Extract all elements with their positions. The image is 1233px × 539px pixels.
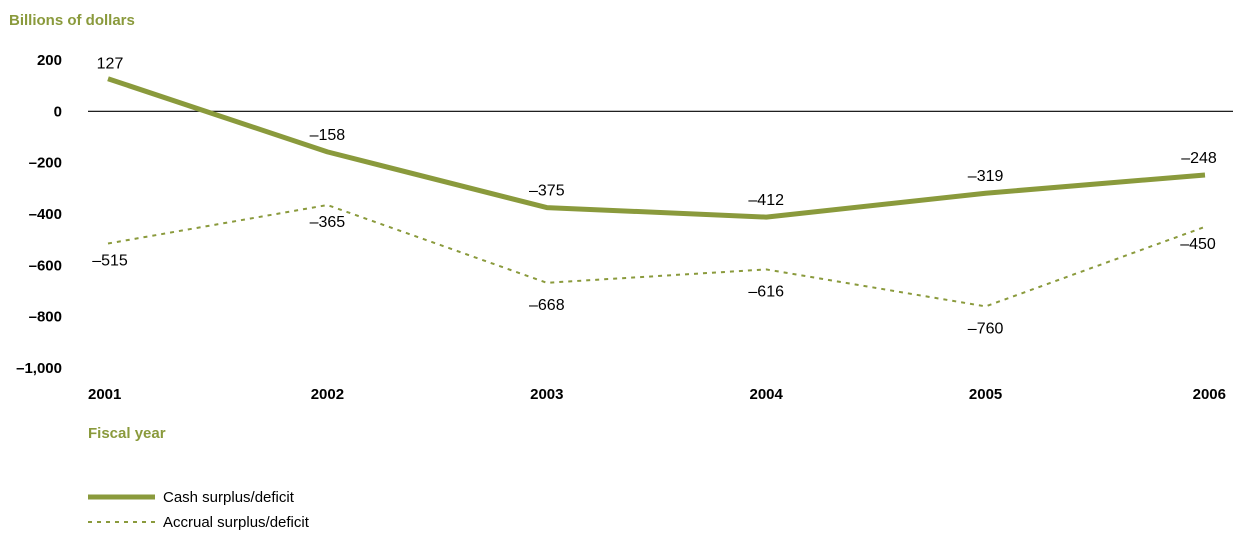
series-layer <box>107 76 1206 308</box>
accrual-data-label: –616 <box>748 283 784 300</box>
cash-series-line <box>107 76 1206 220</box>
accrual-data-label: –668 <box>529 297 565 314</box>
x-tick-label: 2005 <box>969 386 1002 403</box>
accrual-data-label: –450 <box>1180 236 1216 253</box>
accrual-data-label: –515 <box>92 253 128 270</box>
x-tick-label: 2004 <box>750 386 784 403</box>
y-tick-label: 200 <box>37 52 62 69</box>
x-tick-label: 2003 <box>530 386 563 403</box>
x-axis-title: Fiscal year <box>88 425 166 442</box>
cash-data-label: –412 <box>748 192 784 209</box>
y-tick-label: –400 <box>29 206 62 223</box>
x-tick-label: 2002 <box>311 386 344 403</box>
y-tick-label: –200 <box>29 155 62 172</box>
cash-data-label: 127 <box>97 56 124 73</box>
y-tick-label: –800 <box>29 309 62 326</box>
y-tick-label: –1,000 <box>16 360 62 377</box>
accrual-data-label: –760 <box>968 320 1004 337</box>
x-tick-label: 2001 <box>88 386 121 403</box>
cash-data-label: –319 <box>968 168 1004 185</box>
legend-label-accrual: Accrual surplus/deficit <box>163 514 310 531</box>
x-axis-ticks: 2001 2002 2003 2004 2005 2006 <box>88 386 1226 403</box>
legend-label-cash: Cash surplus/deficit <box>163 489 295 506</box>
y-tick-label: 0 <box>54 103 62 120</box>
y-axis-title: Billions of dollars <box>9 12 135 29</box>
cash-data-label: –375 <box>529 183 565 200</box>
legend: Cash surplus/deficit Accrual surplus/defi… <box>88 489 310 531</box>
data-labels-layer: 127 –158 –375 –412 –319 –248 –515 –365 –668 –616 –… <box>92 56 1217 338</box>
accrual-data-label: –365 <box>310 214 346 231</box>
y-axis-ticks: 200 0 –200 –400 –600 –800 –1,000 <box>16 52 62 377</box>
accrual-series-line <box>107 203 1206 308</box>
cash-data-label: –158 <box>310 127 346 144</box>
y-tick-label: –600 <box>29 257 62 274</box>
x-tick-label: 2006 <box>1193 386 1226 403</box>
cash-data-label: –248 <box>1181 150 1217 167</box>
